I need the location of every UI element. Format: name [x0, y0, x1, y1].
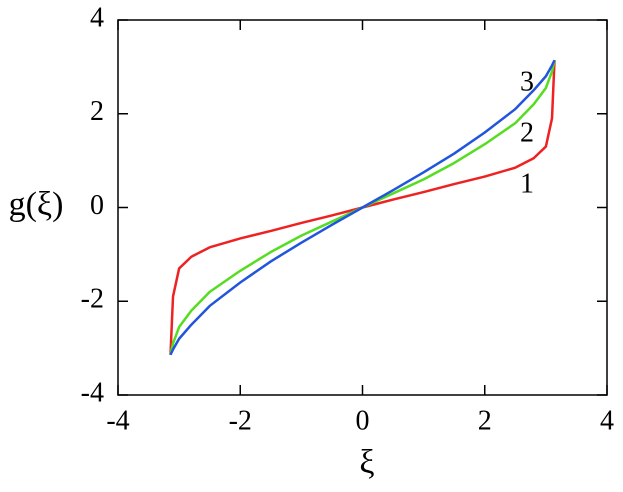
plot-frame: [117, 19, 608, 396]
x-tick-label: -2: [229, 405, 252, 436]
y-tick-label: -4: [81, 377, 104, 408]
y-tick-label: 4: [90, 2, 104, 33]
y-tick-label: 0: [90, 190, 104, 221]
x-tick-label: 0: [356, 405, 370, 436]
x-tick-label: 2: [478, 405, 492, 436]
series-label: 1: [520, 168, 534, 199]
x-tick-label: 4: [600, 405, 614, 436]
y-tick-label: 2: [90, 96, 104, 127]
series-label: 2: [520, 117, 534, 148]
series-line: [169, 59, 556, 356]
x-axis-label: ξ: [359, 444, 374, 481]
x-tick-label: -4: [106, 405, 129, 436]
y-tick-label: -2: [81, 284, 104, 315]
series-label: 3: [520, 66, 534, 97]
y-axis-label: g(ξ): [9, 186, 64, 223]
